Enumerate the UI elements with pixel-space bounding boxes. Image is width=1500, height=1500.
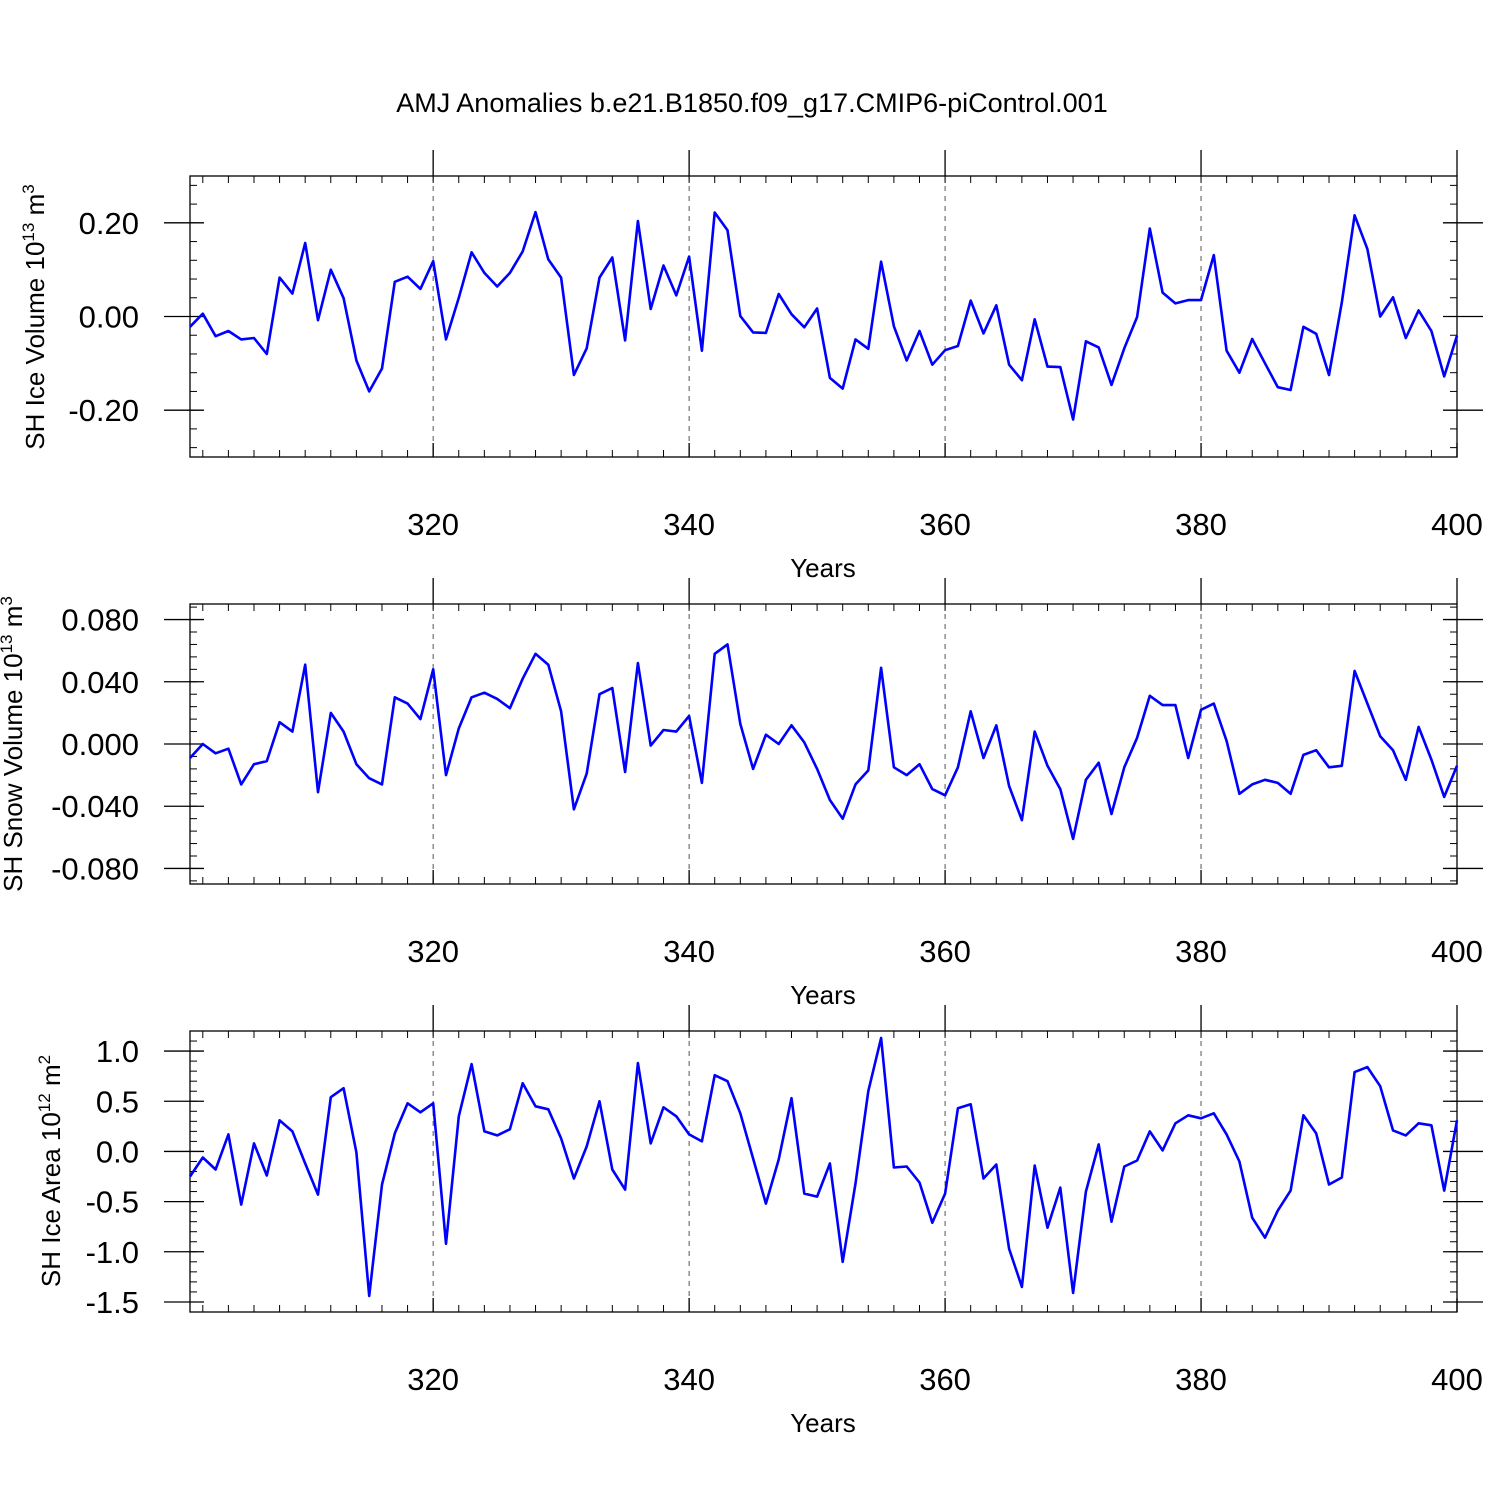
ice-area-y-tick-label: 1.0 (96, 1034, 139, 1069)
ice-area-x-tick-label: 340 (663, 1362, 715, 1397)
snow-volume-y-label-unit: m (0, 606, 28, 635)
ice-area-series-line (188, 1036, 1459, 1298)
snow-volume-y-tick-label: 0.040 (61, 665, 139, 700)
ice-area-y-label-unit-exponent: 2 (35, 1055, 54, 1064)
panel-snow-volume: 320 340 360 380 400 Years 0.080 0.040 0.000 -0.04… (0, 578, 1483, 1010)
figure-title: AMJ Anomalies b.e21.B1850.f09_g17.CMIP6-… (396, 88, 1107, 118)
snow-volume-x-tick-label: 360 (919, 934, 971, 969)
ice-volume-x-tick-label: 340 (663, 507, 715, 542)
ice-volume-series-line (189, 210, 1459, 421)
panel-ice-area: 320 340 360 380 400 Years 1.0 0.5 0.0 -0.5 -1.0 -1.… (35, 1005, 1483, 1438)
snow-volume-x-tick-label: 340 (663, 934, 715, 969)
ice-area-y-label-unit: m (36, 1064, 66, 1093)
ice-volume-x-tick-label: 400 (1431, 507, 1483, 542)
ice-volume-y-axis-label: SH Ice Volume 1013 m3 (19, 184, 50, 449)
ice-area-x-tick-label: 380 (1175, 1362, 1227, 1397)
ice-volume-y-tick-label: -0.20 (68, 393, 139, 428)
ice-area-y-tick-label: -0.5 (86, 1185, 139, 1220)
snow-volume-y-tick-label: -0.080 (51, 851, 139, 886)
ice-area-y-tick-label: -1.0 (86, 1235, 139, 1270)
ice-area-y-label-main: SH Ice Area 10 (36, 1112, 66, 1287)
ice-area-x-axis-label: Years (790, 1408, 856, 1438)
ice-volume-x-tick-label: 360 (919, 507, 971, 542)
ice-area-x-tick-label: 400 (1431, 1362, 1483, 1397)
ice-area-y-tick-label: -1.5 (86, 1285, 139, 1320)
ice-volume-y-tick-label: 0.00 (79, 300, 139, 335)
ice-volume-y-label-unit: m (20, 194, 50, 223)
snow-volume-y-label-unit-exponent: 3 (0, 596, 16, 605)
ice-volume-y-label-exponent: 13 (19, 223, 38, 242)
snow-volume-y-axis-label: SH Snow Volume 1013 m3 (0, 596, 28, 892)
snow-volume-y-tick-label: -0.040 (51, 789, 139, 824)
snow-volume-y-tick-label: 0.080 (61, 603, 139, 638)
ice-volume-x-tick-label: 380 (1175, 507, 1227, 542)
ice-volume-x-tick-label: 320 (407, 507, 459, 542)
snow-volume-y-tick-label: 0.000 (61, 727, 139, 762)
ice-volume-y-label-main: SH Ice Volume 10 (20, 242, 50, 450)
snow-volume-series-line (189, 643, 1459, 841)
ice-area-y-tick-label: 0.0 (96, 1134, 139, 1169)
ice-area-y-label-exponent: 12 (35, 1093, 54, 1112)
ice-volume-y-label-unit-exponent: 3 (19, 184, 38, 193)
snow-volume-y-label-main: SH Snow Volume 10 (0, 653, 28, 891)
snow-volume-x-tick-label: 380 (1175, 934, 1227, 969)
snow-volume-y-label-exponent: 13 (0, 634, 16, 653)
snow-volume-x-tick-label: 400 (1431, 934, 1483, 969)
ice-volume-y-tick-label: 0.20 (79, 206, 139, 241)
ice-area-x-tick-label: 320 (407, 1362, 459, 1397)
panel-ice-volume: 320 340 360 380 400 Years 0.20 0.00 -0.20 SH Ice … (19, 150, 1483, 583)
ice-volume-x-axis-label: Years (790, 553, 856, 583)
ice-area-y-tick-label: 0.5 (96, 1084, 139, 1119)
ice-area-x-tick-label: 360 (919, 1362, 971, 1397)
snow-volume-x-axis-label: Years (790, 980, 856, 1010)
ice-area-y-axis-label: SH Ice Area 1012 m2 (35, 1055, 66, 1287)
snow-volume-x-tick-label: 320 (407, 934, 459, 969)
